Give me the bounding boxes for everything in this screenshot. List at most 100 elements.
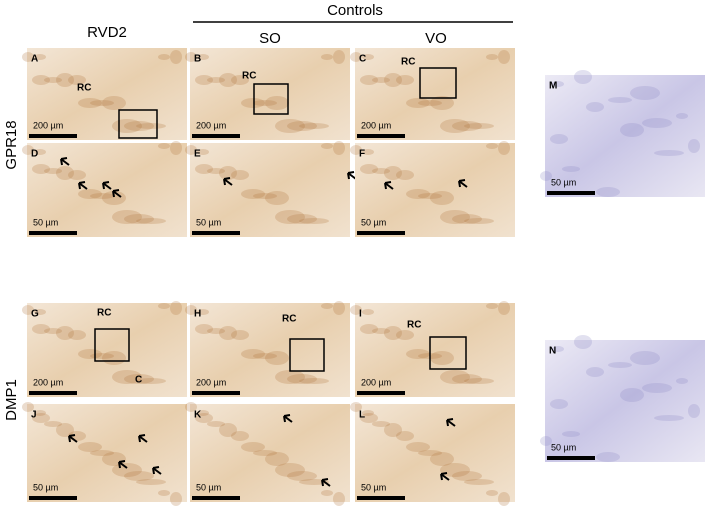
- tissue-texture: [287, 121, 317, 131]
- tissue-texture: [158, 143, 170, 149]
- tissue-texture: [207, 168, 225, 174]
- tissue-texture: [596, 187, 620, 197]
- tissue-texture: [688, 139, 700, 153]
- micrograph: [27, 48, 187, 140]
- tissue-texture: [688, 404, 700, 418]
- tissue-texture: [384, 423, 402, 437]
- scale-bar: [29, 134, 77, 138]
- tissue-texture: [430, 191, 454, 205]
- tissue-texture: [654, 415, 684, 421]
- tissue-texture: [78, 349, 102, 359]
- tissue-texture: [333, 50, 345, 64]
- panel: A RC 200 µm: [22, 48, 187, 140]
- tissue-texture: [275, 463, 305, 477]
- tissue-texture: [642, 118, 672, 128]
- tissue-texture: [498, 50, 510, 64]
- tissue-texture: [207, 421, 225, 427]
- panel-letter: J: [31, 410, 37, 421]
- tissue-texture: [430, 351, 454, 365]
- tissue-texture: [44, 77, 62, 83]
- tissue-texture: [362, 54, 374, 60]
- scale-bar: [192, 231, 240, 235]
- tissue-texture: [136, 479, 166, 485]
- panel: N 50 µm: [540, 335, 705, 462]
- scale-bar-label: 50 µm: [361, 482, 386, 492]
- tissue-texture: [333, 301, 345, 315]
- tissue-texture: [540, 436, 552, 446]
- tissue-texture: [552, 346, 564, 352]
- scale-bar: [192, 391, 240, 395]
- scale-bar-label: 50 µm: [551, 442, 576, 452]
- panel-letter: H: [194, 309, 201, 320]
- arrow: [446, 418, 456, 427]
- panel: E 50 µm: [185, 141, 357, 237]
- column-label: SO: [259, 30, 281, 47]
- tissue-texture: [68, 170, 86, 180]
- scale-bar-label: 50 µm: [196, 217, 221, 227]
- tissue-texture: [608, 97, 632, 103]
- tissue-texture: [464, 378, 494, 384]
- tissue-texture: [219, 423, 237, 437]
- scale-bar-label: 200 µm: [196, 377, 226, 387]
- scale-bar: [192, 496, 240, 500]
- panel: B RC 200 µm: [185, 48, 350, 140]
- tissue-texture: [265, 452, 289, 466]
- micrograph: [27, 303, 187, 397]
- tissue-texture: [195, 164, 213, 174]
- scale-bar-label: 200 µm: [33, 120, 63, 130]
- tissue-texture: [34, 410, 46, 416]
- tissue-texture: [68, 75, 86, 85]
- tissue-texture: [195, 413, 213, 423]
- panel-letter: D: [31, 149, 38, 160]
- inset-box: [419, 67, 457, 99]
- tissue-texture: [552, 81, 564, 87]
- tissue-texture: [253, 450, 277, 456]
- tissue-texture: [396, 170, 414, 180]
- panel: K 50 µm: [185, 402, 350, 506]
- tissue-texture: [396, 431, 414, 441]
- tissue-texture: [372, 421, 390, 427]
- tissue-texture: [321, 490, 333, 496]
- tissue-texture: [275, 210, 305, 224]
- tissue-texture: [440, 119, 470, 133]
- tissue-texture: [170, 301, 182, 315]
- tissue-texture: [287, 471, 317, 481]
- tissue-texture: [112, 210, 142, 224]
- tissue-texture: [372, 328, 390, 334]
- tissue-texture: [102, 191, 126, 205]
- tissue-texture: [321, 54, 333, 60]
- tissue-texture: [586, 367, 604, 377]
- tissue-texture: [384, 166, 402, 180]
- tissue-texture: [350, 145, 362, 155]
- arrow: [112, 189, 122, 198]
- region-label: RC: [401, 57, 415, 68]
- scale-bar: [192, 134, 240, 138]
- tissue-texture: [654, 150, 684, 156]
- tissue-texture: [620, 123, 644, 137]
- panel-letter: C: [359, 54, 366, 65]
- tissue-texture: [32, 413, 50, 423]
- tissue-texture: [350, 52, 362, 62]
- arrow: [384, 181, 394, 190]
- scale-bar-label: 200 µm: [361, 377, 391, 387]
- tissue-texture: [56, 166, 74, 180]
- arrow: [118, 460, 128, 469]
- tissue-texture: [231, 431, 249, 441]
- tissue-texture: [333, 141, 345, 155]
- tissue-texture: [275, 370, 305, 384]
- tissue-texture: [158, 490, 170, 496]
- tissue-texture: [275, 119, 305, 133]
- tissue-texture: [253, 100, 277, 106]
- tissue-texture: [185, 52, 197, 62]
- micrograph: [355, 48, 515, 140]
- inset-box: [253, 83, 289, 115]
- tissue-texture: [676, 113, 688, 119]
- panel-letter: A: [31, 54, 38, 65]
- tissue-texture: [608, 362, 632, 368]
- tissue-texture: [90, 100, 114, 106]
- arrow: [440, 472, 450, 481]
- tissue-texture: [158, 303, 170, 309]
- tissue-texture: [68, 330, 86, 340]
- tissue-texture: [350, 305, 362, 315]
